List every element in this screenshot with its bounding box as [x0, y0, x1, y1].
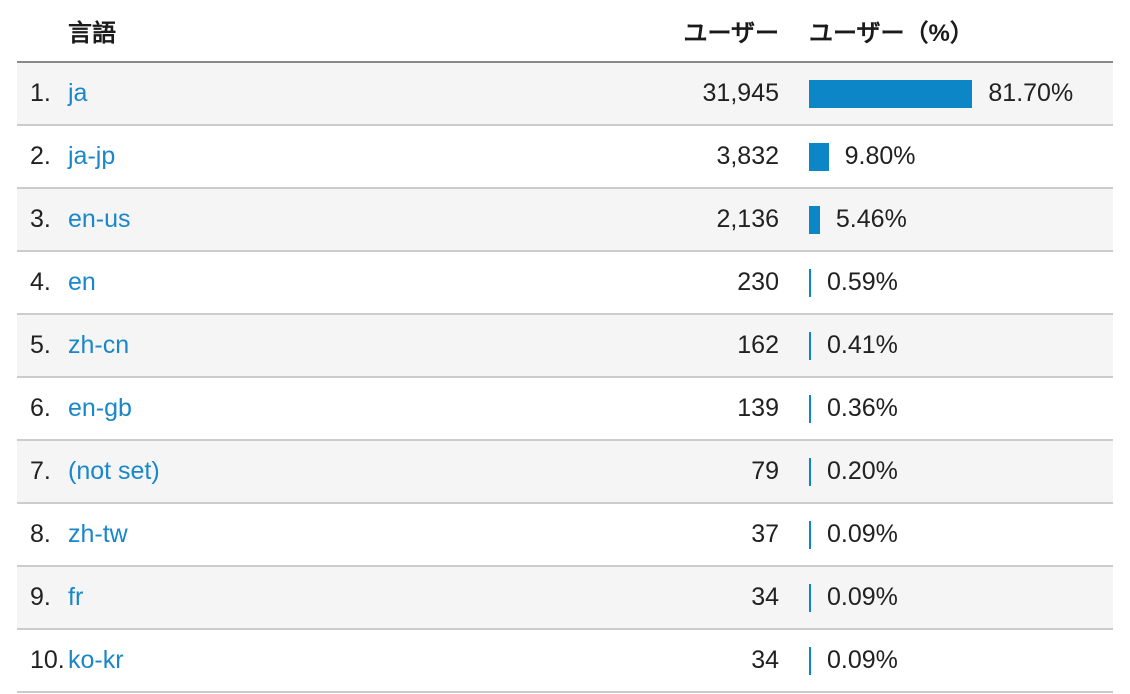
table-row: 10. ko-kr 34 0.09% [17, 629, 1113, 693]
percent-cell: 5.46% [809, 205, 1113, 234]
language-link[interactable]: ja-jp [68, 142, 116, 170]
percent-bar [809, 331, 811, 360]
row-rank: 8. [17, 503, 68, 567]
column-header-language[interactable]: 言語 [68, 0, 642, 63]
row-rank: 5. [17, 314, 68, 378]
percent-cell: 0.41% [809, 331, 1113, 360]
table-row: 7. (not set) 79 0.20% [17, 440, 1113, 504]
percent-cell: 0.59% [809, 268, 1113, 297]
language-link[interactable]: fr [68, 583, 84, 611]
row-rank: 2. [17, 125, 68, 189]
users-value: 230 [642, 251, 792, 315]
percent-cell: 0.09% [809, 646, 1113, 675]
row-rank: 4. [17, 251, 68, 315]
language-link[interactable]: en-gb [68, 394, 132, 422]
percent-bar [809, 205, 820, 234]
language-link[interactable]: en [68, 268, 96, 296]
percent-label: 0.59% [827, 268, 898, 296]
column-header-users-percent[interactable]: ユーザー（%） [792, 0, 1113, 63]
users-value: 3,832 [642, 125, 792, 189]
percent-label: 0.09% [827, 520, 898, 548]
percent-cell: 9.80% [809, 142, 1113, 171]
percent-cell: 81.70% [809, 79, 1113, 108]
percent-cell: 0.09% [809, 520, 1113, 549]
users-value: 31,945 [642, 62, 792, 126]
language-link[interactable]: ko-kr [68, 646, 124, 674]
language-link[interactable]: zh-cn [68, 331, 130, 359]
percent-bar [809, 142, 829, 171]
users-value: 37 [642, 503, 792, 567]
percent-cell: 0.09% [809, 583, 1113, 612]
header-row: 言語 ユーザー ユーザー（%） [17, 0, 1113, 63]
percent-cell: 0.36% [809, 394, 1113, 423]
language-link[interactable]: en-us [68, 205, 131, 233]
percent-label: 5.46% [835, 205, 907, 233]
table-body: 1. ja 31,945 81.70% 2. ja-jp 3,832 9.80%… [17, 62, 1113, 693]
table-row: 3. en-us 2,136 5.46% [17, 188, 1113, 252]
row-rank: 1. [17, 62, 68, 126]
table-row: 4. en 230 0.59% [17, 251, 1113, 315]
table-row: 8. zh-tw 37 0.09% [17, 503, 1113, 567]
row-rank: 6. [17, 377, 68, 441]
users-value: 34 [642, 629, 792, 693]
percent-label: 0.41% [827, 331, 898, 359]
table-row: 6. en-gb 139 0.36% [17, 377, 1113, 441]
row-rank: 9. [17, 566, 68, 630]
percent-label: 0.36% [827, 394, 898, 422]
column-header-rank-spacer [17, 0, 68, 63]
table-row: 1. ja 31,945 81.70% [17, 62, 1113, 126]
languages-table: 言語 ユーザー ユーザー（%） 1. ja 31,945 81.70% 2. j… [17, 0, 1113, 693]
percent-bar [809, 583, 811, 612]
table-row: 5. zh-cn 162 0.41% [17, 314, 1113, 378]
percent-bar [809, 646, 811, 675]
percent-bar [809, 520, 811, 549]
language-link[interactable]: ja [68, 79, 88, 107]
language-link[interactable]: (not set) [68, 457, 160, 485]
users-value: 79 [642, 440, 792, 504]
users-value: 162 [642, 314, 792, 378]
percent-bar [809, 79, 973, 108]
percent-label: 0.09% [827, 583, 898, 611]
row-rank: 10. [17, 629, 68, 693]
percent-bar [809, 394, 811, 423]
percent-label: 0.20% [827, 457, 898, 485]
percent-bar [809, 457, 811, 486]
percent-label: 0.09% [827, 646, 898, 674]
column-header-users[interactable]: ユーザー [642, 0, 792, 63]
users-value: 34 [642, 566, 792, 630]
percent-bar [809, 268, 811, 297]
table-row: 2. ja-jp 3,832 9.80% [17, 125, 1113, 189]
row-rank: 3. [17, 188, 68, 252]
percent-cell: 0.20% [809, 457, 1113, 486]
percent-label: 9.80% [844, 142, 916, 170]
table-row: 9. fr 34 0.09% [17, 566, 1113, 630]
row-rank: 7. [17, 440, 68, 504]
language-link[interactable]: zh-tw [68, 520, 128, 548]
percent-label: 81.70% [988, 79, 1074, 107]
users-value: 139 [642, 377, 792, 441]
users-value: 2,136 [642, 188, 792, 252]
